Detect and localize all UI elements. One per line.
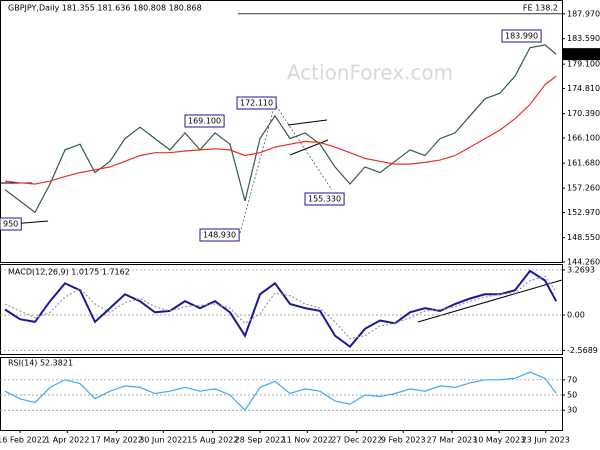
macd-panel	[0, 264, 563, 355]
annotation: 169.100	[188, 117, 221, 126]
y-tick-label: 3.2693	[567, 265, 595, 274]
rsi-title: RSI(14) 52.3821	[8, 359, 73, 368]
rsi-panel	[0, 357, 563, 431]
y-tick-label: 70	[567, 375, 577, 384]
x-tick-label: 10 May 2023	[473, 436, 525, 445]
series-line	[4, 269, 558, 349]
watermark: ActionForex.com	[287, 61, 453, 85]
fe-label: FE 138.2	[523, 3, 558, 12]
y-tick-label: 161.680	[567, 159, 600, 168]
annotation-box	[184, 114, 225, 128]
x-tick-label: 16 Feb 2022	[0, 436, 47, 445]
series-line	[4, 44, 557, 214]
series-line	[4, 75, 557, 185]
chart-title: GBPJPY,Daily 181.355 181.636 180.808 180…	[8, 4, 202, 13]
price-box	[563, 48, 600, 61]
x-tick-label: 17 May 2022	[91, 436, 143, 445]
annotation: 183.990	[505, 32, 538, 41]
y-tick-label: 183.590	[567, 34, 600, 43]
y-tick-label: 170.390	[567, 109, 600, 118]
y-tick-label: 0.00	[567, 311, 585, 320]
series-line	[4, 275, 557, 340]
y-tick-label: 152.970	[567, 208, 600, 217]
x-tick-label: 9 Feb 2023	[381, 436, 426, 445]
annotation-box	[304, 192, 345, 206]
annotation-box	[199, 228, 240, 242]
x-tick-label: 28 Sep 2022	[235, 436, 286, 445]
annotation-box	[236, 96, 277, 110]
price-panel	[0, 0, 563, 263]
y-tick-label: 179.100	[567, 60, 600, 69]
x-tick-label: 11 Nov 2022	[282, 436, 333, 445]
x-tick-label: 30 Jun 2022	[139, 436, 187, 445]
trend-line	[287, 119, 328, 126]
y-tick-label: 50	[567, 391, 577, 400]
x-tick-label: 23 Jun 2023	[522, 436, 570, 445]
x-tick-label: 27 Mar 2023	[427, 436, 478, 445]
annotation: 155.330	[308, 195, 341, 204]
x-tick-label: 27 Dec 2022	[331, 436, 382, 445]
x-tick-label: 1 Apr 2022	[45, 436, 89, 445]
y-tick-label: 157.260	[567, 184, 600, 193]
annotation-box	[501, 29, 542, 43]
y-tick-label: 144.260	[567, 258, 600, 267]
annotation: 950	[3, 220, 18, 229]
y-tick-label: 174.810	[567, 84, 600, 93]
x-tick-label: 15 Aug 2022	[187, 436, 238, 445]
annotation: 172.110	[240, 99, 273, 108]
annotation-box	[0, 217, 22, 231]
series-line	[4, 371, 557, 412]
y-tick-label: 30	[567, 406, 577, 415]
current-price: 180.868	[566, 50, 599, 59]
annotation: 148.930	[203, 231, 236, 240]
y-tick-label: 166.100	[567, 133, 600, 142]
macd-title: MACD(12,26,9) 1.0175 1.7162	[8, 268, 130, 277]
y-tick-label: -2.5689	[567, 346, 598, 355]
y-tick-label: 148.550	[567, 233, 600, 242]
y-tick-label: 187.970	[567, 9, 600, 18]
